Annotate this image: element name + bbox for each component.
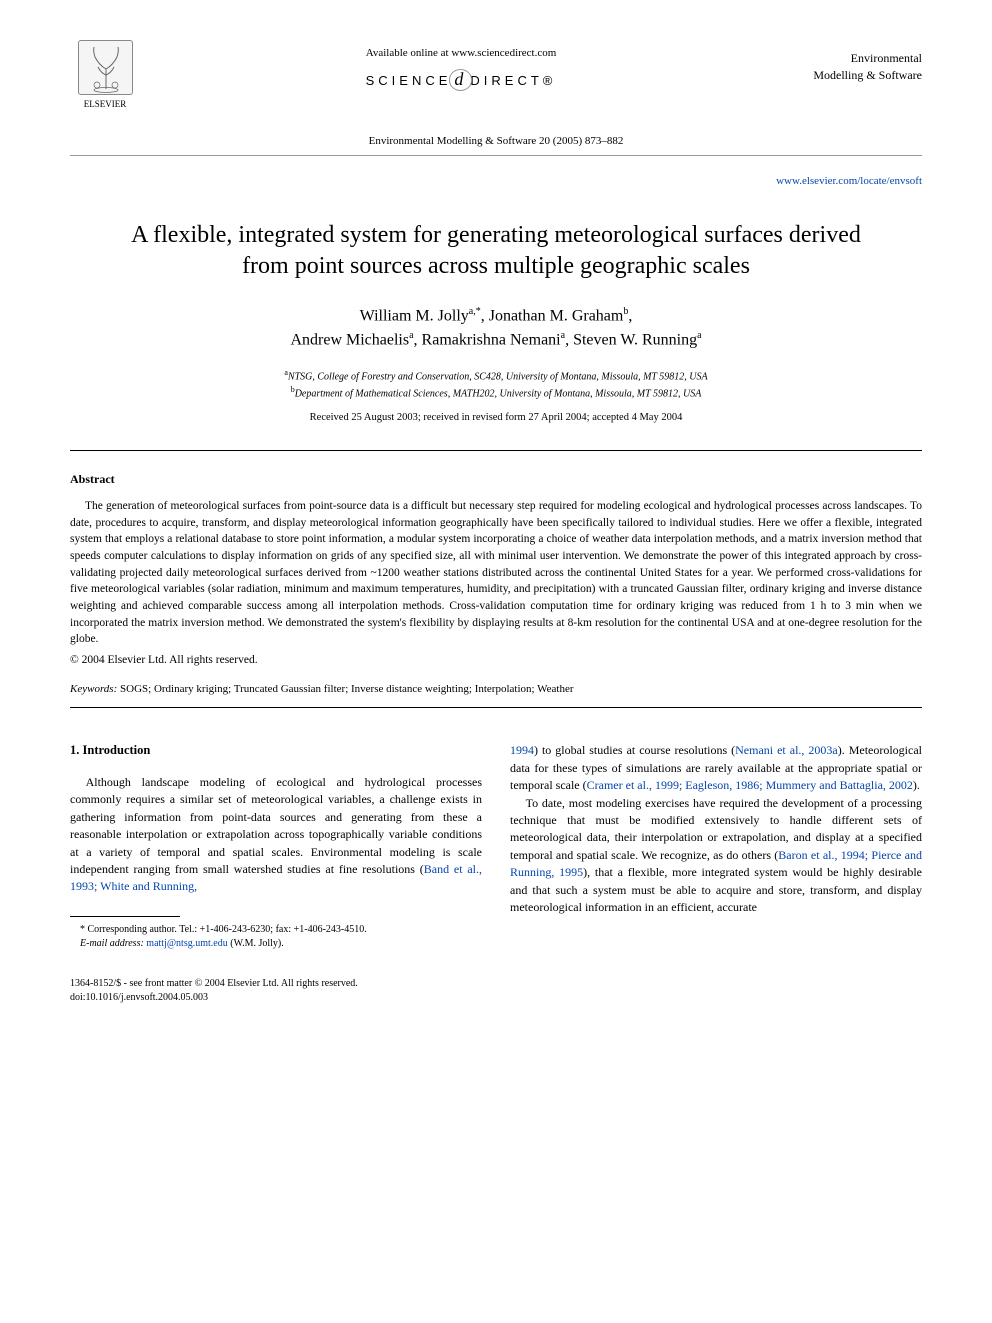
- footnote-email-row: E-mail address: mattj@ntsg.umt.edu (W.M.…: [70, 937, 482, 951]
- keywords-text: SOGS; Ordinary kriging; Truncated Gaussi…: [117, 683, 573, 695]
- sciencedirect-logo: SCIENCEdDIRECT®: [140, 67, 782, 92]
- authors-block: William M. Jollya,*, Jonathan M. Grahamb…: [70, 304, 922, 353]
- journal-link[interactable]: www.elsevier.com/locate/envsoft: [776, 175, 922, 187]
- available-online-text: Available online at www.sciencedirect.co…: [140, 46, 782, 61]
- sd-left: SCIENCE: [366, 73, 452, 88]
- header-rule: [70, 155, 922, 156]
- paper-title: A flexible, integrated system for genera…: [110, 220, 882, 282]
- page-footer: 1364-8152/$ - see front matter © 2004 El…: [70, 977, 922, 1005]
- footnote-separator: [70, 916, 180, 917]
- header-center: Available online at www.sciencedirect.co…: [140, 40, 782, 93]
- column-left: 1. Introduction Although landscape model…: [70, 742, 482, 950]
- footer-doi: doi:10.1016/j.envsoft.2004.05.003: [70, 991, 358, 1005]
- author-5: Steven W. Running: [573, 332, 697, 349]
- intro-p1b: ) to global studies at course resolution…: [534, 743, 735, 757]
- footnote-corresponding: * Corresponding author. Tel.: +1-406-243…: [70, 923, 482, 937]
- keywords-row: Keywords: SOGS; Ordinary kriging; Trunca…: [70, 682, 922, 697]
- sd-right: DIRECT®: [470, 73, 556, 88]
- footer-left: 1364-8152/$ - see front matter © 2004 El…: [70, 977, 358, 1005]
- abstract-rule-bottom: [70, 707, 922, 708]
- body-columns: 1. Introduction Although landscape model…: [70, 742, 922, 950]
- abstract-rule-top: [70, 450, 922, 451]
- keywords-label: Keywords:: [70, 683, 117, 695]
- author-3: Andrew Michaelis: [290, 332, 409, 349]
- author-1: William M. Jolly: [360, 307, 469, 324]
- elsevier-logo: ELSEVIER: [70, 40, 140, 120]
- intro-para-1-cont: 1994) to global studies at course resolu…: [510, 742, 922, 794]
- sd-at-icon: d: [451, 67, 470, 92]
- author-5-sup: a: [697, 330, 701, 341]
- citation-cramer[interactable]: Cramer et al., 1999; Eagleson, 1986; Mum…: [587, 778, 913, 792]
- affil-b: Department of Mathematical Sciences, MAT…: [295, 388, 702, 399]
- journal-name-2: Modelling & Software: [782, 67, 922, 84]
- intro-para-1: Although landscape modeling of ecologica…: [70, 774, 482, 896]
- footnote-email-link[interactable]: mattj@ntsg.umt.edu: [146, 938, 227, 949]
- footnote-email-label: E-mail address:: [80, 938, 144, 949]
- intro-p1-text: Although landscape modeling of ecologica…: [70, 775, 482, 876]
- footnote-email-name: (W.M. Jolly).: [228, 938, 284, 949]
- journal-name-1: Environmental: [782, 50, 922, 67]
- abstract-copyright: © 2004 Elsevier Ltd. All rights reserved…: [70, 652, 922, 668]
- elsevier-tree-icon: [78, 40, 133, 95]
- page-header: ELSEVIER Available online at www.science…: [70, 40, 922, 120]
- author-2-sup: b: [623, 306, 628, 317]
- intro-p1d: ).: [913, 778, 920, 792]
- column-right: 1994) to global studies at course resolu…: [510, 742, 922, 950]
- author-3-sup: a: [409, 330, 413, 341]
- citation-1994[interactable]: 1994: [510, 743, 534, 757]
- journal-reference: Environmental Modelling & Software 20 (2…: [70, 134, 922, 149]
- affil-a: NTSG, College of Forestry and Conservati…: [288, 371, 708, 382]
- footer-front-matter: 1364-8152/$ - see front matter © 2004 El…: [70, 977, 358, 991]
- citation-nemani[interactable]: Nemani et al., 2003a: [735, 743, 838, 757]
- author-1-sup: a,*: [469, 306, 481, 317]
- abstract-text: The generation of meteorological surface…: [70, 498, 922, 648]
- affiliations-block: aNTSG, College of Forestry and Conservat…: [70, 367, 922, 402]
- elsevier-label: ELSEVIER: [84, 98, 127, 111]
- journal-link-row: www.elsevier.com/locate/envsoft: [70, 174, 922, 189]
- author-4: Ramakrishna Nemani: [422, 332, 561, 349]
- section-1-heading: 1. Introduction: [70, 742, 482, 760]
- author-2: Jonathan M. Graham: [489, 307, 624, 324]
- abstract-heading: Abstract: [70, 471, 922, 488]
- journal-name-block: Environmental Modelling & Software: [782, 40, 922, 84]
- author-4-sup: a: [561, 330, 565, 341]
- intro-para-2: To date, most modeling exercises have re…: [510, 795, 922, 917]
- submission-dates: Received 25 August 2003; received in rev…: [70, 411, 922, 426]
